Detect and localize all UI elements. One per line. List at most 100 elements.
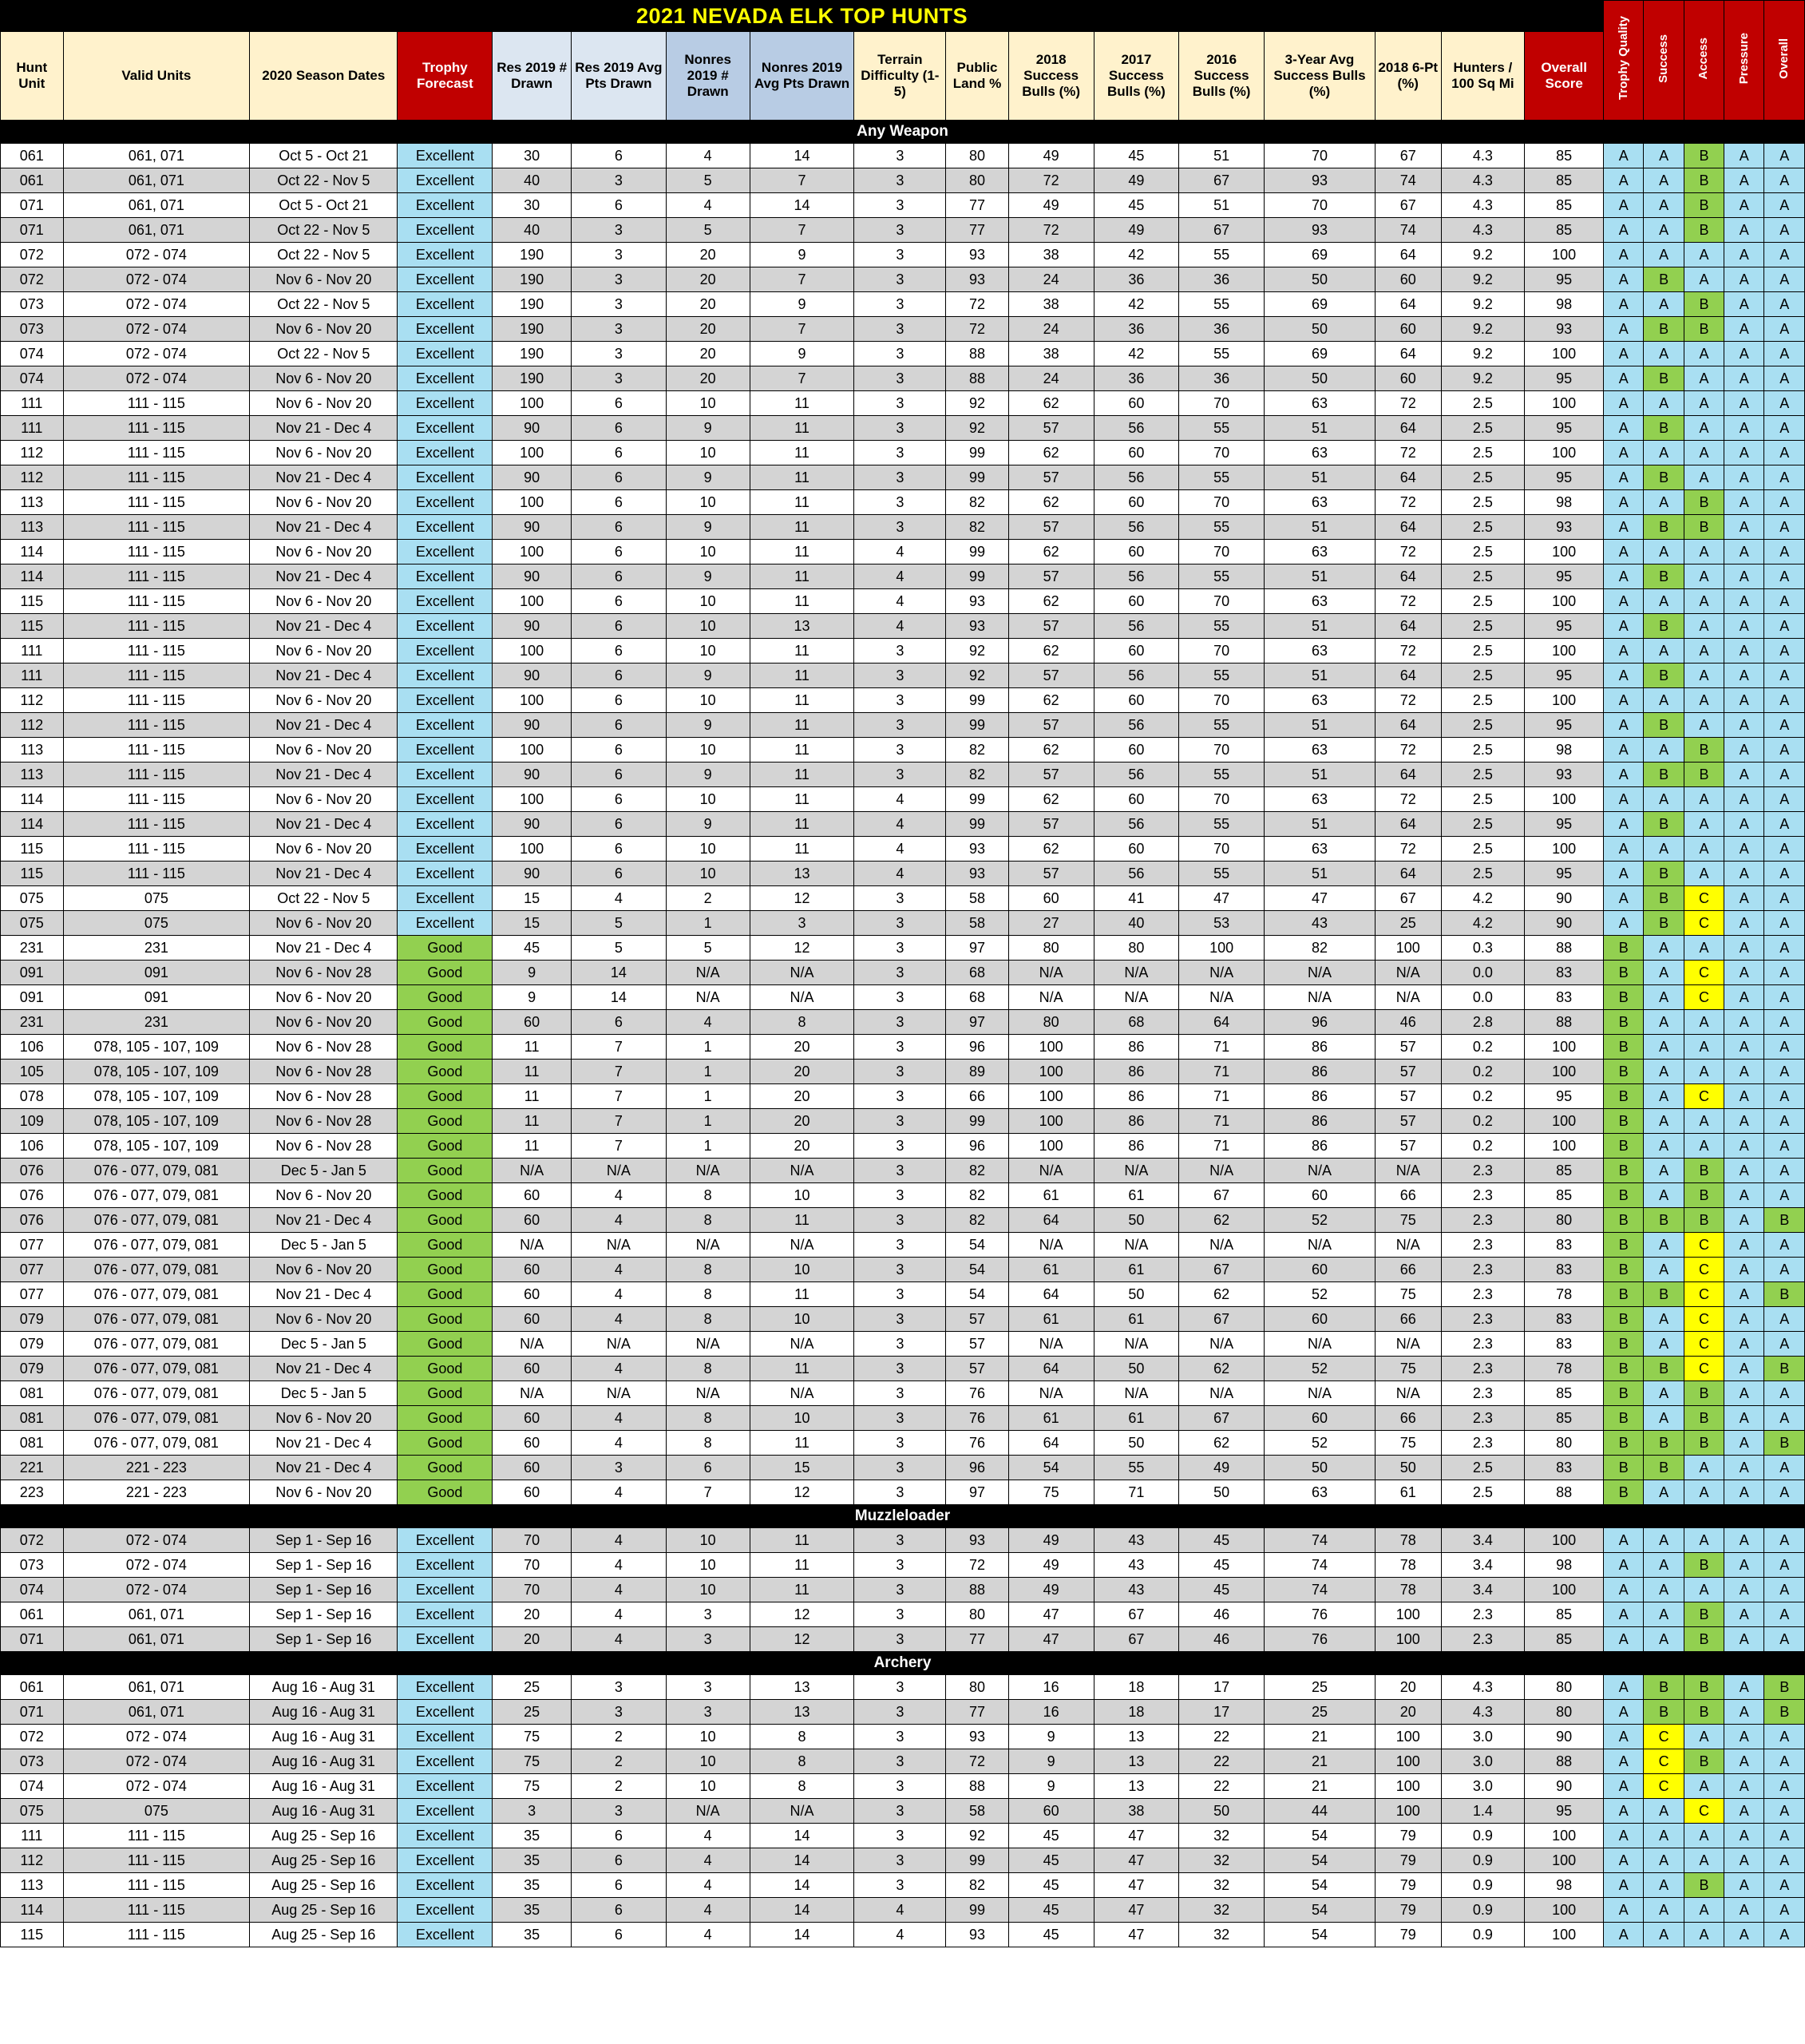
cell-grade-overall: A xyxy=(1763,712,1805,738)
cell-public-land: 80 xyxy=(945,1674,1009,1700)
cell-res-2019-drawn: 100 xyxy=(492,539,572,564)
cell-six-pt-2018: 64 xyxy=(1374,811,1442,837)
cell-success-2016: 46 xyxy=(1178,1602,1265,1627)
cell-season-dates: Dec 5 - Jan 5 xyxy=(249,1158,398,1183)
cell-nonres-2019-avg-pts: 10 xyxy=(749,1405,855,1431)
cell-success-2018: 45 xyxy=(1007,1823,1094,1848)
cell-valid-units: 111 - 115 xyxy=(62,489,251,515)
cell-grade-pressure: A xyxy=(1724,762,1765,787)
cell-res-2019-avg-pts: 7 xyxy=(570,1083,667,1109)
cell-public-land: 92 xyxy=(945,390,1009,416)
cell-public-land: 77 xyxy=(945,217,1009,243)
cell-nonres-2019-avg-pts: 13 xyxy=(749,861,855,886)
cell-grade-access: C xyxy=(1683,1356,1725,1381)
cell-valid-units: 078, 105 - 107, 109 xyxy=(62,1108,251,1134)
cell-terrain-difficulty: 4 xyxy=(853,539,947,564)
cell-success-2017: 36 xyxy=(1093,267,1180,292)
cell-season-dates: Nov 6 - Nov 20 xyxy=(249,786,398,812)
cell-season-dates: Nov 6 - Nov 28 xyxy=(249,1133,398,1159)
cell-success-2017: 86 xyxy=(1093,1083,1180,1109)
cell-grade-overall: A xyxy=(1763,861,1805,886)
cell-hunters-per-100sqmi: 2.5 xyxy=(1440,588,1526,614)
table-row: 106 078, 105 - 107, 109 Nov 6 - Nov 28 Good… xyxy=(0,1133,1805,1159)
cell-trophy-forecast: Excellent xyxy=(397,1674,493,1700)
cell-grade-overall: A xyxy=(1763,935,1805,961)
cell-hunters-per-100sqmi: 3.4 xyxy=(1440,1552,1526,1578)
cell-grade-overall: A xyxy=(1763,217,1805,243)
cell-trophy-forecast: Good xyxy=(397,1207,493,1233)
cell-terrain-difficulty: 3 xyxy=(853,1083,947,1109)
cell-overall-score: 85 xyxy=(1524,1405,1605,1431)
cell-public-land: 92 xyxy=(945,663,1009,688)
cell-trophy-forecast: Good xyxy=(397,1430,493,1456)
cell-success-2018: 61 xyxy=(1007,1257,1094,1282)
cell-season-dates: Oct 22 - Nov 5 xyxy=(249,217,398,243)
cell-season-dates: Sep 1 - Sep 16 xyxy=(249,1577,398,1602)
cell-grade-success: A xyxy=(1643,1133,1684,1159)
cell-public-land: 57 xyxy=(945,1356,1009,1381)
cell-grade-overall: B xyxy=(1763,1281,1805,1307)
cell-success-2016: 100 xyxy=(1178,935,1265,961)
cell-nonres-2019-avg-pts: 11 xyxy=(749,663,855,688)
cell-success-2016: 71 xyxy=(1178,1108,1265,1134)
cell-grade-overall: A xyxy=(1763,415,1805,441)
cell-nonres-2019-avg-pts: 8 xyxy=(749,1749,855,1774)
cell-grade-trophy-quality: A xyxy=(1603,1798,1645,1824)
cell-success-2017: N/A xyxy=(1093,1380,1180,1406)
cell-hunters-per-100sqmi: 0.9 xyxy=(1440,1922,1526,1947)
cell-valid-units: 111 - 115 xyxy=(62,1872,251,1898)
table-row: 071 061, 071 Oct 22 - Nov 5 Excellent 40 3 5 7 3… xyxy=(0,217,1805,243)
cell-terrain-difficulty: 4 xyxy=(853,786,947,812)
cell-grade-success: B xyxy=(1643,1430,1684,1456)
cell-valid-units: 075 xyxy=(62,910,251,936)
cell-success-2017: 56 xyxy=(1093,465,1180,490)
table-row: 079 076 - 077, 079, 081 Dec 5 - Jan 5 Good N… xyxy=(0,1331,1805,1357)
cell-nonres-2019-drawn: 1 xyxy=(665,1034,750,1060)
cell-overall-score: 85 xyxy=(1524,143,1605,168)
cell-hunters-per-100sqmi: 0.9 xyxy=(1440,1872,1526,1898)
cell-success-2016: 36 xyxy=(1178,316,1265,342)
cell-grade-trophy-quality: B xyxy=(1603,1257,1645,1282)
cell-grade-success: A xyxy=(1643,1626,1684,1652)
cell-nonres-2019-drawn: 10 xyxy=(665,638,750,664)
cell-grade-trophy-quality: A xyxy=(1603,762,1645,787)
cell-public-land: 89 xyxy=(945,1059,1009,1084)
cell-success-2016: 45 xyxy=(1178,1552,1265,1578)
cell-grade-access: C xyxy=(1683,1331,1725,1357)
cell-terrain-difficulty: 3 xyxy=(853,1158,947,1183)
table-row: 112 111 - 115 Nov 6 - Nov 20 Excellent 100 6 1… xyxy=(0,687,1805,713)
cell-grade-pressure: A xyxy=(1724,1798,1765,1824)
cell-grade-success: B xyxy=(1643,663,1684,688)
cell-grade-trophy-quality: A xyxy=(1603,168,1645,193)
cell-grade-overall: A xyxy=(1763,1626,1805,1652)
cell-success-2016: 64 xyxy=(1178,1009,1265,1035)
column-header-success-2018: 2018 Success Bulls (%) xyxy=(1007,31,1094,121)
cell-grade-overall: A xyxy=(1763,366,1805,391)
table-row: 075 075 Aug 16 - Aug 31 Excellent 3 3 N/A N/A 3 5… xyxy=(0,1798,1805,1824)
cell-grade-trophy-quality: A xyxy=(1603,638,1645,664)
cell-nonres-2019-drawn: 10 xyxy=(665,1773,750,1799)
cell-hunters-per-100sqmi: 2.5 xyxy=(1440,712,1526,738)
cell-six-pt-2018: 64 xyxy=(1374,242,1442,267)
cell-season-dates: Nov 6 - Nov 20 xyxy=(249,539,398,564)
cell-overall-score: 88 xyxy=(1524,935,1605,961)
cell-grade-pressure: A xyxy=(1724,192,1765,218)
cell-trophy-forecast: Good xyxy=(397,1034,493,1060)
cell-six-pt-2018: 72 xyxy=(1374,687,1442,713)
cell-res-2019-drawn: 100 xyxy=(492,390,572,416)
cell-valid-units: 111 - 115 xyxy=(62,786,251,812)
cell-terrain-difficulty: 3 xyxy=(853,1405,947,1431)
cell-hunters-per-100sqmi: 2.5 xyxy=(1440,861,1526,886)
cell-grade-access: A xyxy=(1683,366,1725,391)
table-row: 074 072 - 074 Nov 6 - Nov 20 Excellent 190 3 2… xyxy=(0,366,1805,391)
cell-season-dates: Sep 1 - Sep 16 xyxy=(249,1552,398,1578)
cell-valid-units: 111 - 115 xyxy=(62,712,251,738)
cell-six-pt-2018: 100 xyxy=(1374,1749,1442,1774)
cell-season-dates: Nov 21 - Dec 4 xyxy=(249,564,398,589)
cell-grade-pressure: A xyxy=(1724,1331,1765,1357)
cell-nonres-2019-drawn: N/A xyxy=(665,1232,750,1258)
cell-grade-access: B xyxy=(1683,1626,1725,1652)
cell-grade-access: B xyxy=(1683,291,1725,317)
cell-overall-score: 83 xyxy=(1524,984,1605,1010)
cell-grade-success: B xyxy=(1643,885,1684,911)
